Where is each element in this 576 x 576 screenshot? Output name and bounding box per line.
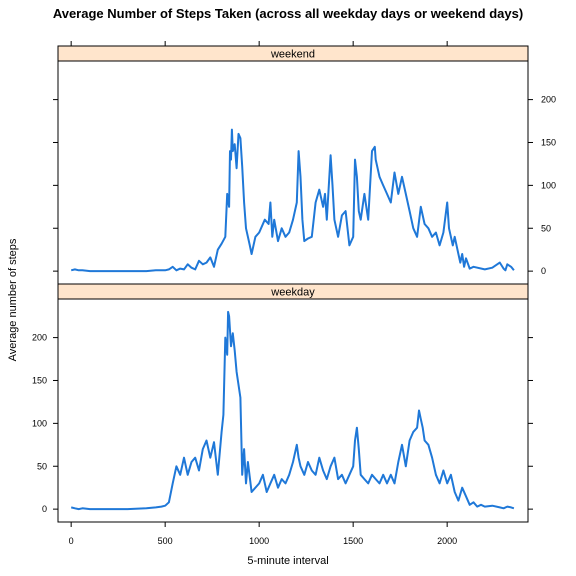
y-tick-label-weekend: 50 xyxy=(541,223,551,233)
plot-frame-weekday xyxy=(57,298,529,523)
y-tick-label-weekend: 150 xyxy=(541,137,556,147)
y-tick-label-weekday: 150 xyxy=(32,375,47,385)
strip-label-weekday: weekday xyxy=(270,287,315,299)
y-axis-label: Average number of steps xyxy=(7,238,19,361)
y-tick-label-weekday: 50 xyxy=(37,461,47,471)
chart-title: Average Number of Steps Taken (across al… xyxy=(53,6,523,21)
y-tick-label-weekday: 100 xyxy=(32,418,47,428)
y-tick-label-weekday: 0 xyxy=(42,504,47,514)
y-tick-label-weekend: 200 xyxy=(541,95,556,105)
x-tick-label: 1500 xyxy=(343,536,363,546)
x-tick-label: 0 xyxy=(69,536,74,546)
x-tick-label: 500 xyxy=(158,536,173,546)
strip-label-weekend: weekend xyxy=(270,49,315,61)
series-line-weekend xyxy=(70,128,515,273)
y-tick-label-weekend: 100 xyxy=(541,180,556,190)
x-axis-label: 5-minute interval xyxy=(247,555,328,567)
x-tick-label: 2000 xyxy=(437,536,457,546)
panel-weekend: weekend 0 50 100 150 200 xyxy=(53,41,556,285)
series-line-weekday xyxy=(70,310,515,511)
x-tick-label: 1000 xyxy=(249,536,269,546)
y-tick-label-weekend: 0 xyxy=(541,266,546,276)
y-tick-label-weekday: 200 xyxy=(32,333,47,343)
